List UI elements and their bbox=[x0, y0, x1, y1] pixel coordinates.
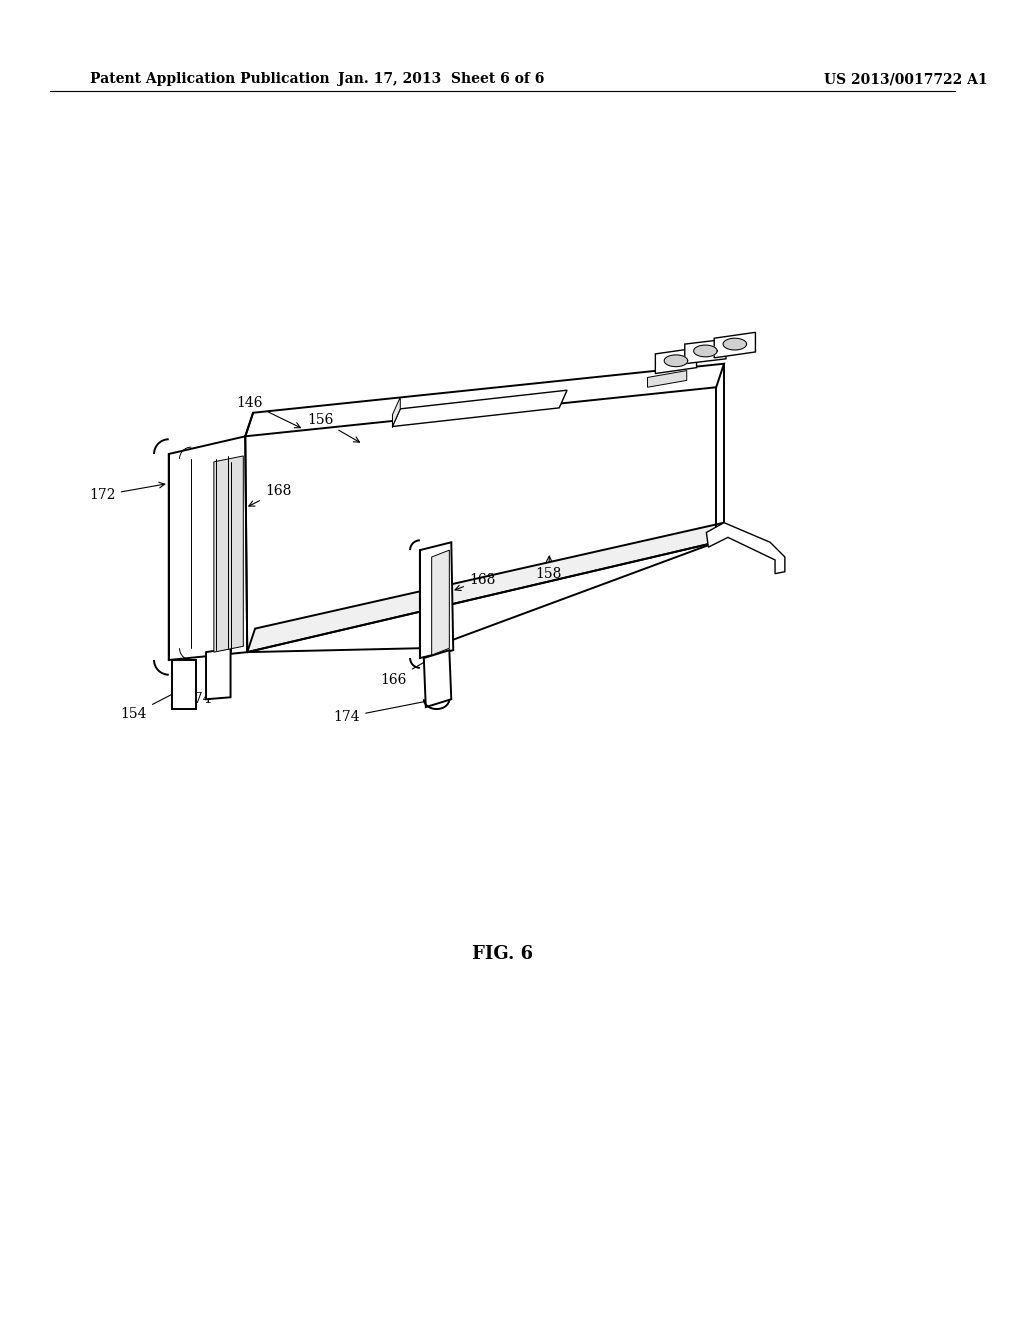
Polygon shape bbox=[647, 371, 687, 387]
Text: Patent Application Publication: Patent Application Publication bbox=[90, 73, 330, 86]
Text: 158: 158 bbox=[536, 556, 562, 581]
Text: 172: 172 bbox=[89, 482, 165, 502]
Polygon shape bbox=[420, 543, 454, 659]
Polygon shape bbox=[685, 339, 726, 364]
Polygon shape bbox=[655, 348, 696, 374]
Text: 174: 174 bbox=[185, 682, 212, 706]
Text: 168: 168 bbox=[455, 573, 496, 590]
Text: 154: 154 bbox=[121, 692, 178, 721]
Polygon shape bbox=[247, 523, 724, 652]
Polygon shape bbox=[392, 397, 400, 426]
Polygon shape bbox=[424, 651, 452, 708]
Polygon shape bbox=[392, 391, 567, 426]
Polygon shape bbox=[169, 437, 247, 660]
Polygon shape bbox=[246, 364, 724, 437]
Text: 164: 164 bbox=[184, 535, 222, 557]
Text: Jan. 17, 2013  Sheet 6 of 6: Jan. 17, 2013 Sheet 6 of 6 bbox=[338, 73, 545, 86]
Text: 146: 146 bbox=[237, 396, 300, 428]
Polygon shape bbox=[707, 523, 784, 574]
Polygon shape bbox=[206, 648, 230, 700]
Polygon shape bbox=[723, 338, 746, 350]
Text: US 2013/0017722 A1: US 2013/0017722 A1 bbox=[824, 73, 988, 86]
Polygon shape bbox=[432, 550, 450, 655]
Polygon shape bbox=[665, 355, 688, 367]
Text: 156: 156 bbox=[307, 413, 359, 442]
Polygon shape bbox=[214, 455, 244, 652]
Text: FIG. 6: FIG. 6 bbox=[472, 945, 532, 964]
Polygon shape bbox=[714, 333, 756, 358]
Polygon shape bbox=[172, 660, 197, 709]
Text: 168: 168 bbox=[249, 484, 291, 506]
Text: 174: 174 bbox=[334, 698, 432, 723]
Polygon shape bbox=[693, 345, 717, 356]
Text: 166: 166 bbox=[381, 657, 433, 686]
